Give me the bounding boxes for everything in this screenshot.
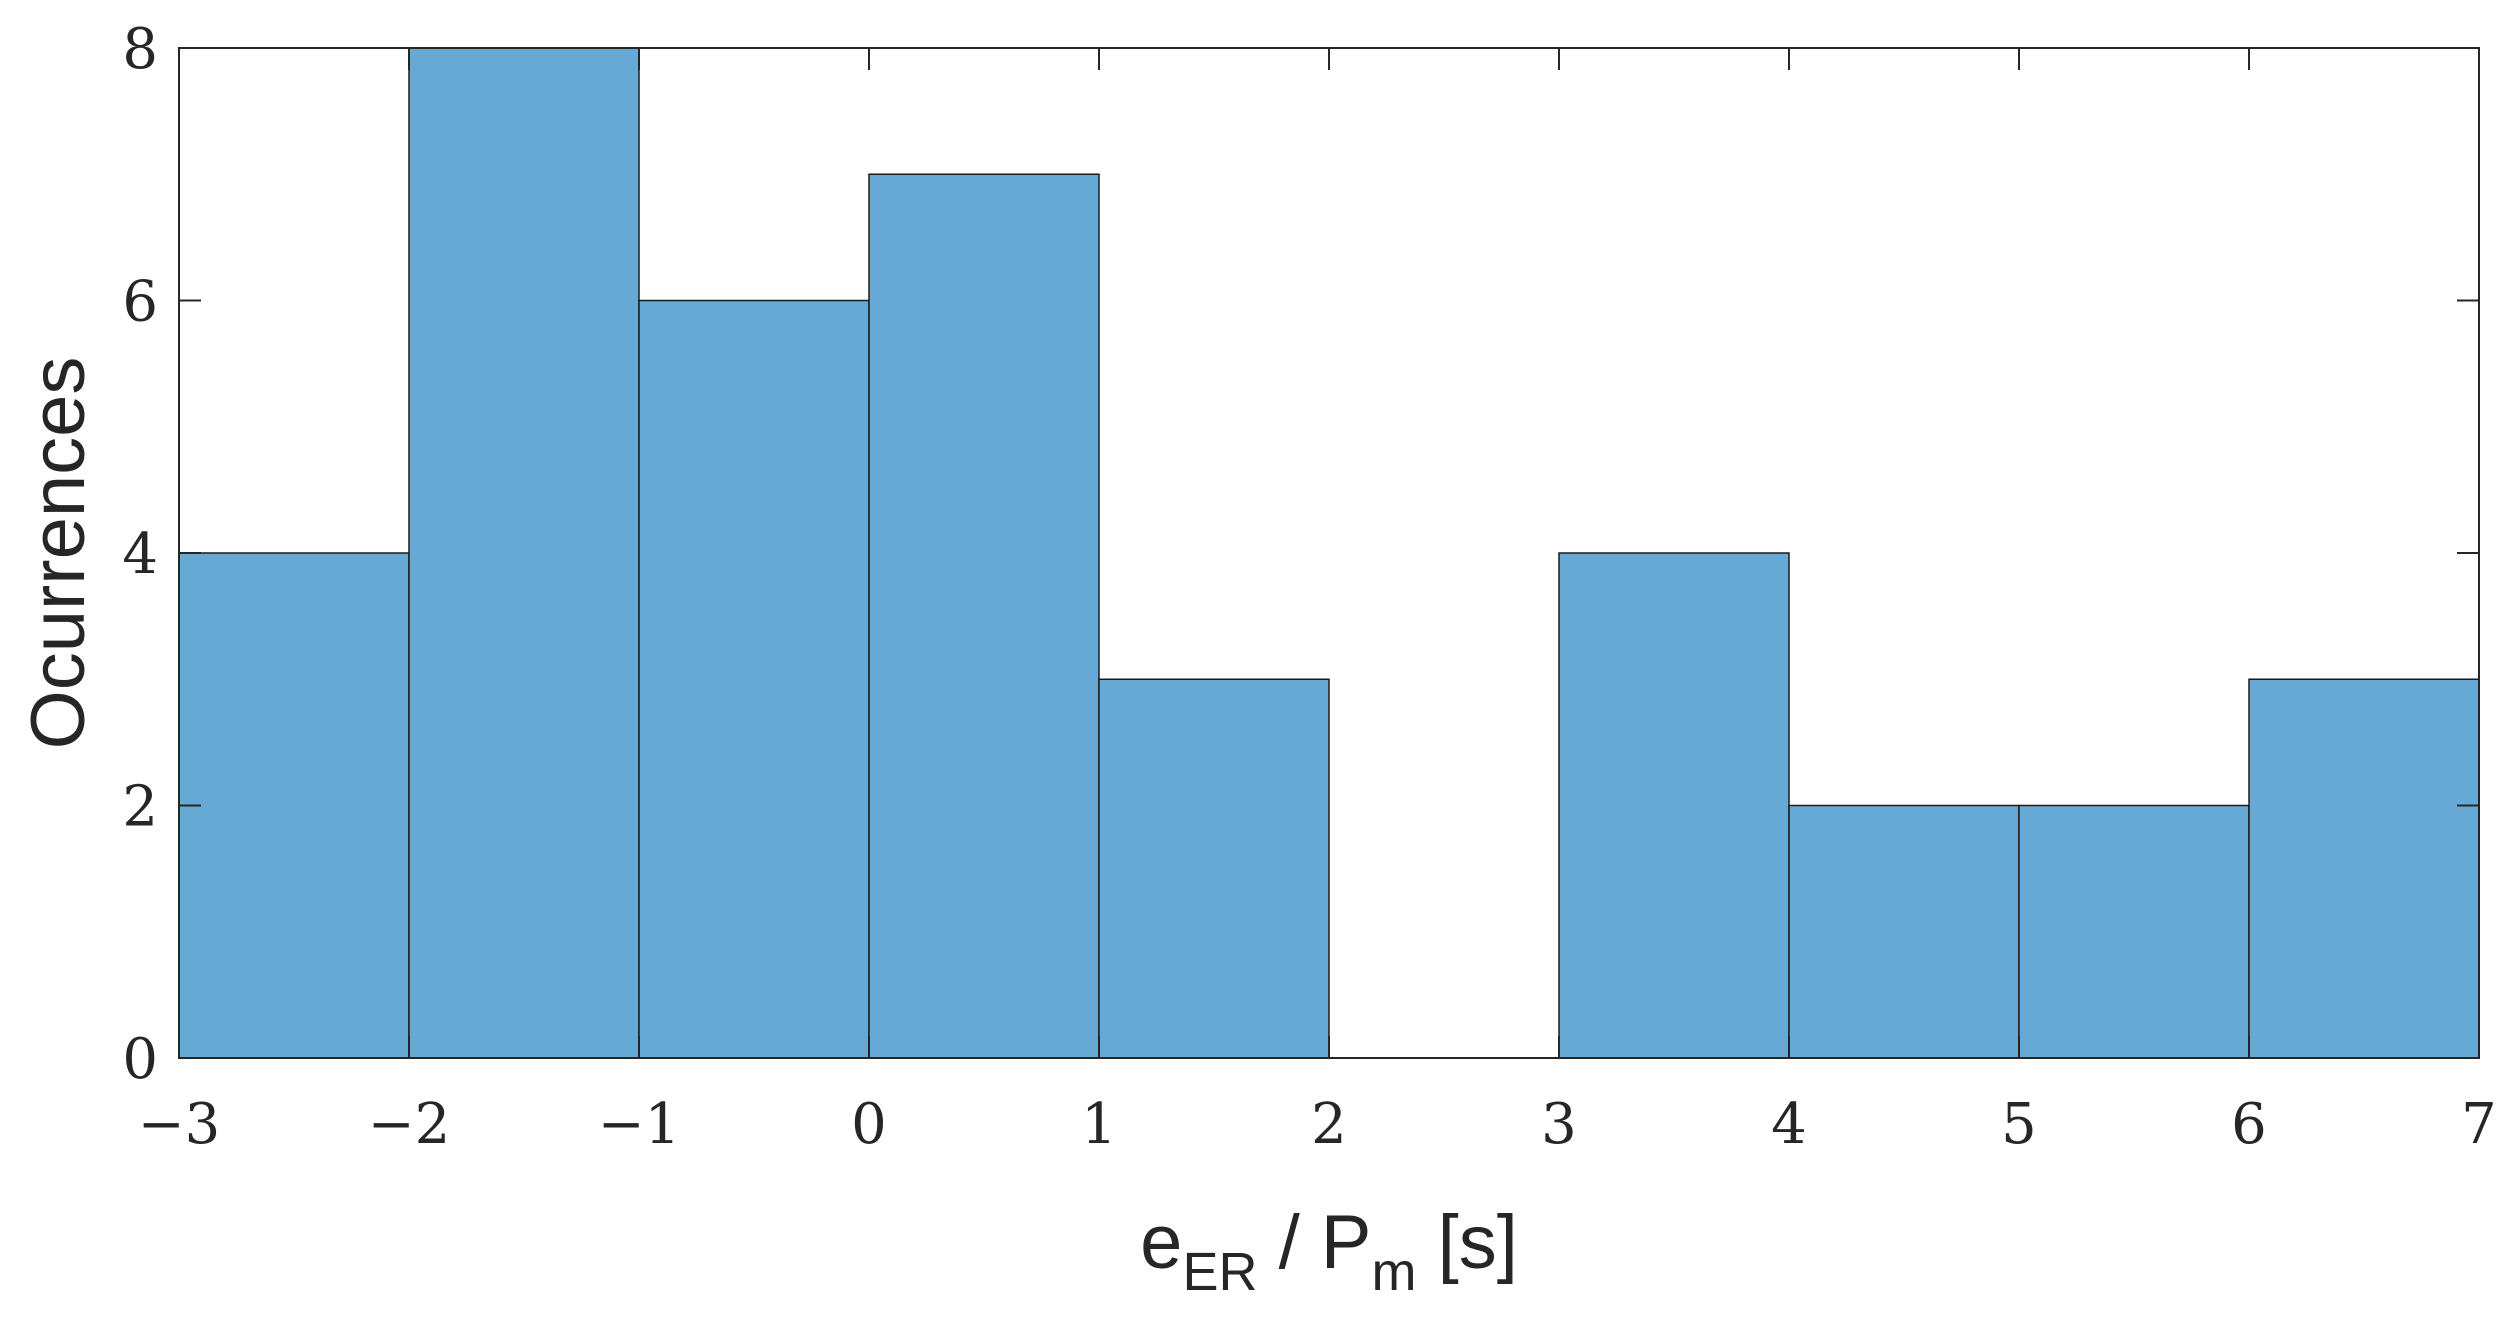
- y-axis-label: Ocurrences: [16, 357, 101, 750]
- histogram-bar: [638, 299, 870, 1059]
- x-axis-label-mid: / P: [1257, 1200, 1371, 1285]
- y-tick-label: 0: [122, 1027, 158, 1092]
- x-tick-label: −2: [368, 1092, 451, 1157]
- x-axis-label-tail: [s]: [1416, 1200, 1517, 1285]
- histogram-bar: [2248, 678, 2480, 1059]
- x-tick-label: 4: [1771, 1092, 1807, 1157]
- y-tick-label: 8: [122, 17, 158, 82]
- y-tick-label: 6: [122, 270, 158, 335]
- x-tick-label: 5: [2001, 1092, 2037, 1157]
- x-tick-label: 0: [851, 1092, 887, 1157]
- x-axis-label-sub2: m: [1372, 1242, 1417, 1302]
- histogram-bar: [1558, 552, 1790, 1059]
- x-tick-label: 6: [2231, 1092, 2267, 1157]
- x-tick-label: 7: [2461, 1092, 2497, 1157]
- histogram-bar: [2018, 804, 2250, 1059]
- x-axis-label-sub1: ER: [1182, 1242, 1257, 1302]
- x-axis-label-base: e: [1140, 1200, 1182, 1285]
- histogram-bar: [1098, 678, 1330, 1059]
- x-tick-label: −3: [138, 1092, 221, 1157]
- histogram-bar: [408, 47, 640, 1059]
- bars-group: [178, 47, 2480, 1059]
- y-tick-label: 2: [122, 775, 158, 840]
- x-tick-label: 1: [1081, 1092, 1117, 1157]
- x-tick-label: −1: [598, 1092, 681, 1157]
- ticks-group: [178, 47, 2480, 1059]
- x-axis-label: eER / Pm [s]: [1140, 1200, 1518, 1302]
- tick-labels-group: −3 −2 −1 0 1 2 3 4 5 6 7 0 2 4 6 8: [122, 17, 2496, 1157]
- x-tick-label: 3: [1541, 1092, 1577, 1157]
- histogram-bar: [868, 173, 1100, 1059]
- x-tick-label: 2: [1311, 1092, 1347, 1157]
- histogram-bar: [178, 552, 410, 1059]
- histogram-bar: [1788, 804, 2020, 1059]
- y-tick-label: 4: [122, 522, 158, 587]
